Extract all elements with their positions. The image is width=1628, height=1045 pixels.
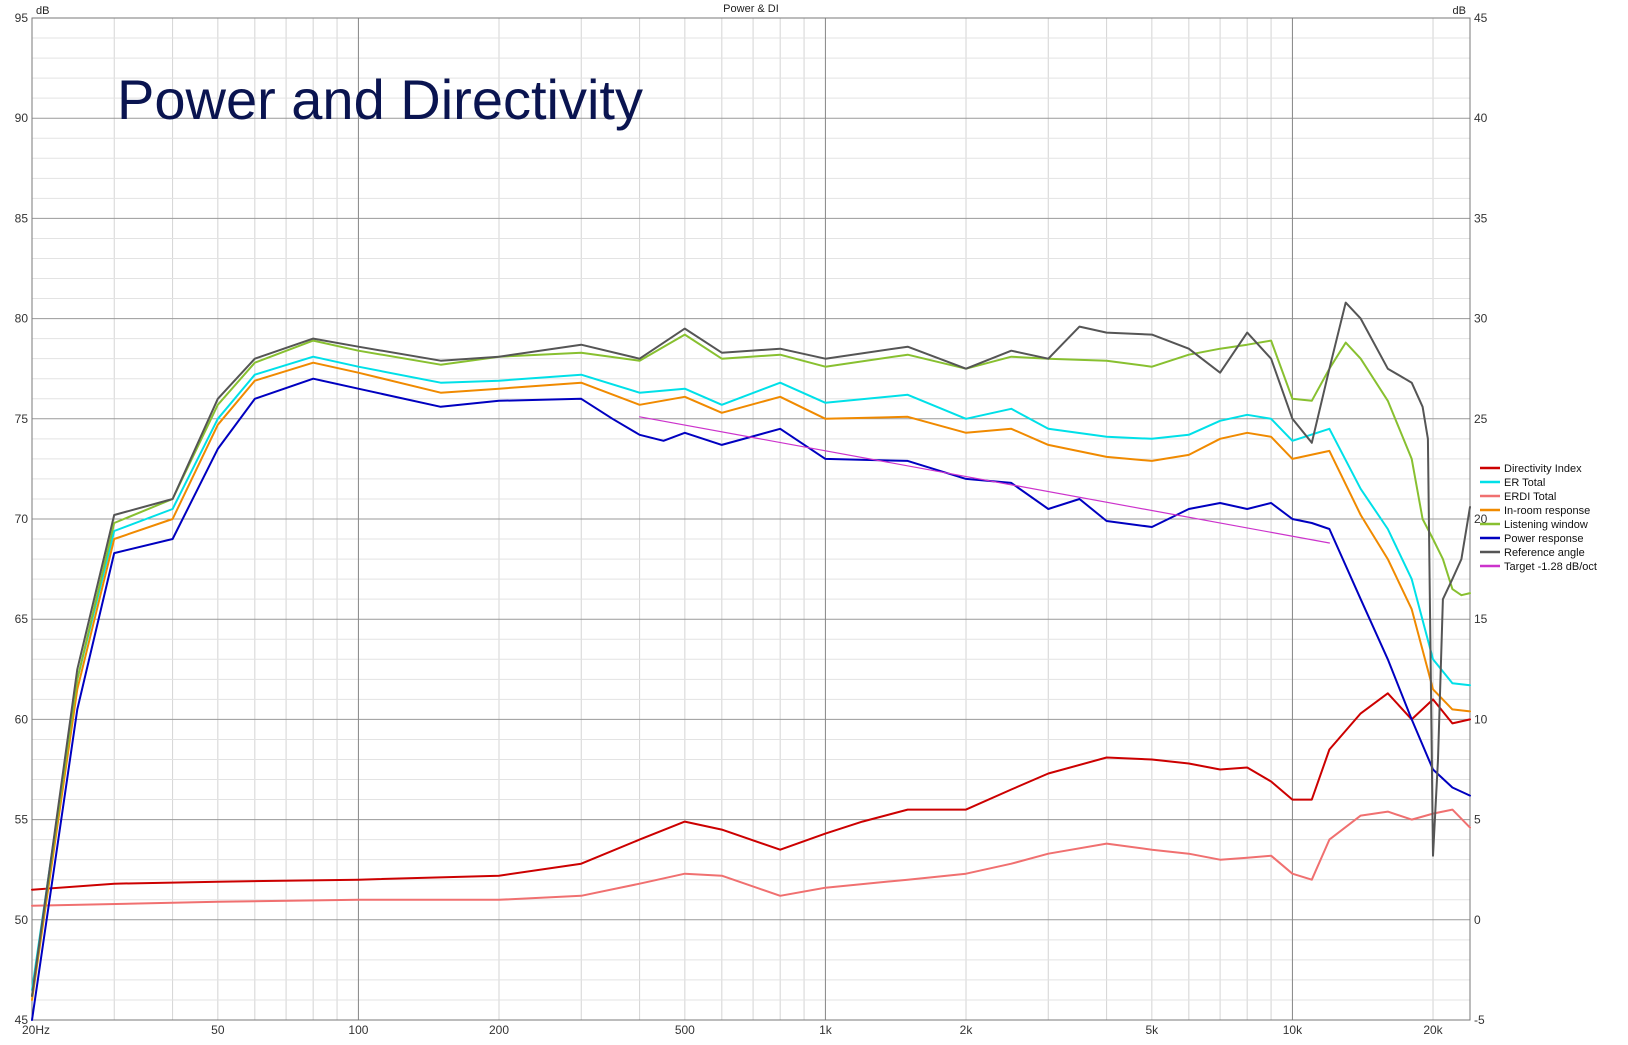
y-right-tick-label: 45 bbox=[1474, 11, 1488, 25]
y-right-tick-label: 40 bbox=[1474, 111, 1488, 125]
series-line-target-1-28-db-oct bbox=[638, 416, 1331, 544]
y-right-tick-label: 20 bbox=[1474, 512, 1488, 526]
x-tick-label: 500 bbox=[675, 1023, 695, 1037]
y-left-unit: dB bbox=[36, 5, 49, 17]
x-tick-label: 2k bbox=[960, 1023, 974, 1037]
x-tick-label: 5k bbox=[1146, 1023, 1160, 1037]
series-line-in-room-response bbox=[31, 361, 1471, 1001]
y-left-tick-label: 50 bbox=[15, 913, 29, 927]
legend-label: Power response bbox=[1504, 533, 1584, 545]
chart-title: Power & DI bbox=[723, 3, 779, 15]
legend-label: In-room response bbox=[1504, 505, 1590, 517]
y-left-tick-label: 90 bbox=[15, 111, 29, 125]
legend-label: Target -1.28 dB/oct bbox=[1504, 561, 1597, 573]
x-tick-label: 100 bbox=[348, 1023, 368, 1037]
series-line-directivity-index bbox=[31, 692, 1471, 891]
y-left-tick-label: 65 bbox=[15, 612, 29, 626]
x-tick-label: 50 bbox=[211, 1023, 225, 1037]
y-right-tick-label: 0 bbox=[1474, 913, 1481, 927]
y-right-unit: dB bbox=[1453, 5, 1466, 17]
y-left-tick-label: 75 bbox=[15, 412, 29, 426]
x-tick-label: 1k bbox=[819, 1023, 833, 1037]
y-left-tick-label: 80 bbox=[15, 312, 29, 326]
x-tick-label: 200 bbox=[489, 1023, 509, 1037]
axis-labels: 20Hz 50 100 200 500 1k 2k 5k 10k 20k4550556065707… bbox=[15, 11, 1488, 1037]
legend-label: Reference angle bbox=[1504, 547, 1585, 559]
chart-legend: Directivity Index ER Total ERDI Total In-ro… bbox=[1480, 463, 1597, 573]
y-left-tick-label: 70 bbox=[15, 512, 29, 526]
y-right-tick-label: 25 bbox=[1474, 412, 1488, 426]
x-tick-label: 10k bbox=[1283, 1023, 1303, 1037]
y-left-tick-label: 45 bbox=[15, 1013, 29, 1027]
series-line-reference-angle bbox=[31, 301, 1471, 997]
series-line-power-response bbox=[31, 377, 1471, 1021]
y-right-tick-label: 15 bbox=[1474, 612, 1488, 626]
series-layer bbox=[31, 301, 1471, 1021]
legend-label: Listening window bbox=[1504, 519, 1588, 531]
series-line-erdi-total bbox=[31, 808, 1471, 907]
y-right-tick-label: 10 bbox=[1474, 712, 1488, 726]
y-left-tick-label: 55 bbox=[15, 813, 29, 827]
x-tick-label: 20k bbox=[1423, 1023, 1443, 1037]
y-right-tick-label: 35 bbox=[1474, 211, 1488, 225]
series-line-er-total bbox=[31, 355, 1471, 991]
legend-label: ERDI Total bbox=[1504, 491, 1556, 503]
y-right-tick-label: 5 bbox=[1474, 813, 1481, 827]
x-tick-label: 20Hz bbox=[22, 1023, 50, 1037]
legend-label: ER Total bbox=[1504, 477, 1545, 489]
y-left-tick-label: 60 bbox=[15, 712, 29, 726]
plot-frame bbox=[31, 17, 1471, 1021]
y-left-tick-label: 95 bbox=[15, 11, 29, 25]
chart-annotation: Power and Directivity bbox=[117, 68, 643, 131]
legend-label: Directivity Index bbox=[1504, 463, 1582, 475]
y-right-tick-label: -5 bbox=[1474, 1013, 1485, 1027]
y-left-tick-label: 85 bbox=[15, 211, 29, 225]
y-right-tick-label: 30 bbox=[1474, 312, 1488, 326]
